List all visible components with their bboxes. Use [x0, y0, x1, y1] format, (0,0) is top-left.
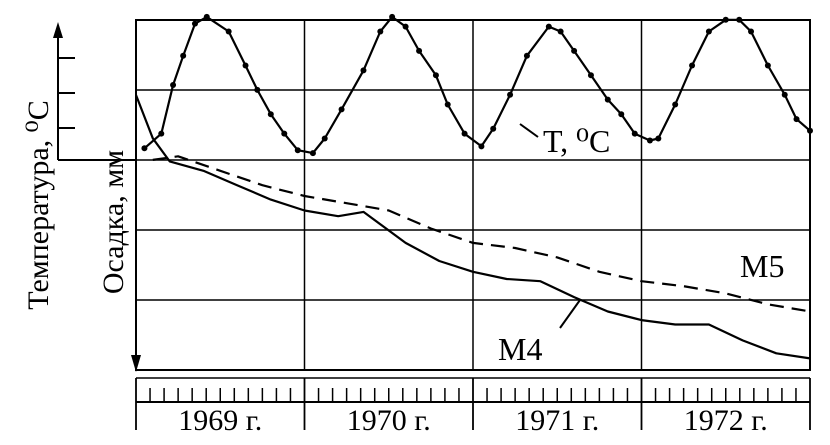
- series-group: [134, 13, 813, 360]
- temperature-point-4: [191, 20, 198, 27]
- temperature-point-40: [736, 16, 743, 23]
- labels-group: Температура, ⁰C Осадка, мм T, ⁰C M5 M4: [22, 100, 784, 367]
- temperature-point-35: [655, 135, 662, 142]
- temperature-point-37: [689, 62, 696, 69]
- temperature-point-11: [294, 147, 301, 154]
- timeline-year-label-1: 1970 г.: [347, 404, 431, 437]
- temperature-point-5: [203, 13, 210, 20]
- timeline-year-label-2: 1971 г.: [515, 404, 599, 437]
- temperature-point-23: [478, 143, 485, 150]
- temperature-point-39: [722, 16, 729, 23]
- temperature-point-16: [377, 28, 384, 35]
- y-axis-label-temperature: Температура, ⁰C: [22, 100, 55, 309]
- m4-label-leader: [559, 299, 581, 329]
- temperature-label-leader: [519, 123, 539, 138]
- temperature-point-42: [764, 62, 771, 69]
- temperature-point-21: [444, 101, 451, 108]
- temperature-point-31: [604, 96, 611, 103]
- temperature-point-29: [571, 47, 578, 54]
- temperature-point-32: [618, 111, 625, 118]
- temperature-point-25: [507, 91, 514, 98]
- temperature-point-18: [402, 23, 409, 30]
- temperature-point-7: [242, 62, 249, 69]
- temperature-point-38: [705, 28, 712, 35]
- temperature-point-24: [490, 125, 497, 132]
- temperature-point-41: [748, 28, 755, 35]
- temperature-point-28: [557, 28, 564, 35]
- temperature-point-22: [461, 130, 468, 137]
- temperature-point-8: [254, 86, 261, 93]
- temperature-axis-arrow: [53, 22, 63, 38]
- temperature-point-20: [432, 72, 439, 79]
- timeline-year-label-0: 1969 г.: [178, 404, 262, 437]
- temperature-point-43: [781, 91, 788, 98]
- temperature-point-26: [523, 52, 530, 59]
- series-line-tc: [143, 15, 811, 155]
- temperature-point-14: [338, 106, 345, 113]
- temperature-point-27: [545, 23, 552, 30]
- temperature-point-12: [309, 150, 316, 157]
- temperature-point-2: [170, 82, 177, 88]
- timeline-year-label-3: 1972 г.: [684, 404, 768, 437]
- temperature-point-19: [416, 47, 423, 54]
- series-line-m4: [134, 94, 811, 360]
- axes: [53, 22, 141, 372]
- temperature-point-9: [267, 111, 274, 118]
- temperature-point-30: [587, 72, 594, 79]
- series-label-m5: M5: [740, 248, 784, 284]
- series-line-m5: [152, 155, 811, 313]
- y-axis-label-settlement: Осадка, мм: [97, 150, 130, 294]
- settlement-axis-arrow: [131, 355, 141, 372]
- year-timeline: 1969 г. 1970 г. 1971 г. 1972 г.: [135, 377, 811, 437]
- temperature-point-3: [180, 52, 187, 59]
- temperature-point-15: [360, 67, 367, 74]
- temperature-point-45: [807, 127, 813, 134]
- temperature-point-17: [389, 13, 396, 20]
- temperature-point-10: [281, 130, 288, 137]
- series-label-m4: M4: [498, 331, 542, 367]
- plot-grid: [135, 19, 811, 371]
- temperature-point-34: [646, 137, 653, 144]
- temperature-point-33: [631, 130, 638, 137]
- temperature-point-0: [141, 145, 148, 152]
- temperature-point-44: [793, 116, 800, 123]
- series-label-temperature: T, ⁰C: [543, 123, 610, 159]
- temperature-point-13: [321, 135, 328, 142]
- temperature-point-6: [225, 28, 232, 35]
- temperature-point-36: [672, 101, 679, 108]
- temperature-point-1: [158, 130, 165, 137]
